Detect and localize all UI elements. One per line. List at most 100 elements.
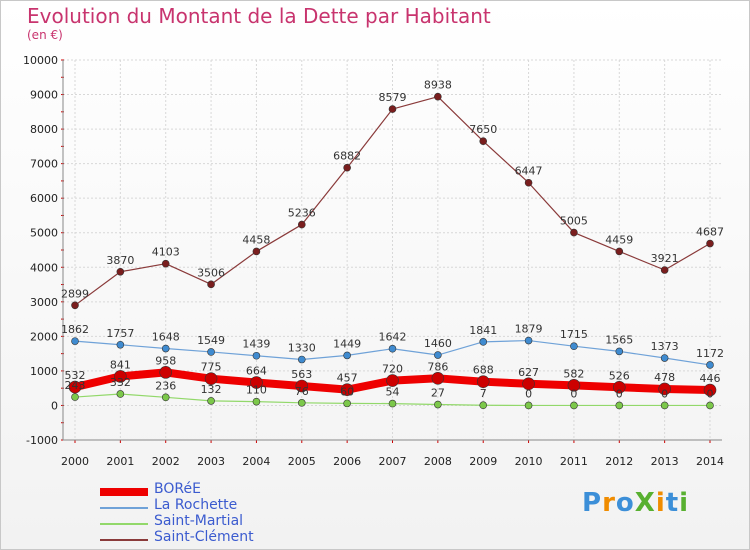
legend-swatch-saint-clement — [100, 539, 148, 541]
data-point — [570, 401, 578, 410]
data-point — [612, 380, 626, 394]
y-tick-label: -1000 — [26, 434, 58, 447]
data-point — [207, 280, 215, 289]
x-tick-label: 2002 — [152, 455, 180, 468]
data-label: 1439 — [242, 338, 270, 351]
data-point — [252, 247, 261, 256]
data-point — [252, 397, 261, 406]
data-point — [476, 375, 490, 388]
data-point — [388, 344, 397, 353]
data-label: 8938 — [424, 79, 452, 92]
x-tick-label: 2004 — [242, 455, 270, 468]
data-label: 27 — [431, 387, 445, 400]
data-label: 236 — [155, 379, 176, 392]
data-point — [116, 340, 125, 349]
data-point — [434, 92, 442, 101]
data-label: 1549 — [197, 334, 225, 347]
data-label: 5005 — [560, 215, 588, 228]
data-label: 8579 — [379, 91, 407, 104]
data-label: 841 — [110, 358, 131, 371]
data-label: 775 — [201, 361, 222, 374]
data-label: 526 — [609, 369, 630, 382]
data-label: 332 — [110, 376, 131, 389]
y-tick-label: 1000 — [30, 365, 58, 378]
data-label: 446 — [700, 372, 721, 385]
legend-swatch-la-rochette — [100, 507, 148, 509]
data-point — [252, 351, 261, 360]
x-tick-label: 2006 — [333, 455, 361, 468]
data-label: 1172 — [696, 347, 724, 360]
data-label: 7 — [480, 387, 487, 400]
x-tick-label: 2014 — [696, 455, 724, 468]
data-label: 1642 — [379, 331, 407, 344]
data-label: 60 — [340, 385, 354, 398]
data-point — [161, 393, 170, 402]
data-point — [524, 401, 533, 410]
data-point — [522, 377, 535, 391]
data-point — [658, 382, 671, 396]
data-label: 0 — [707, 387, 714, 400]
data-label: 0 — [616, 387, 623, 400]
data-point — [434, 351, 442, 359]
data-label: 1449 — [333, 337, 361, 350]
data-point — [159, 366, 173, 379]
y-tick-label: 10000 — [23, 54, 58, 67]
data-point — [706, 239, 714, 248]
data-point — [479, 338, 488, 346]
y-tick-label: 7000 — [30, 158, 58, 171]
data-point — [434, 400, 442, 409]
y-tick-label: 3000 — [30, 296, 58, 309]
data-point — [340, 383, 354, 396]
x-tick-label: 2005 — [288, 455, 316, 468]
chart-subtitle: (en €) — [27, 28, 63, 42]
data-label: 4458 — [242, 233, 270, 246]
legend-label-saint-clement: Saint-Clément — [154, 529, 254, 545]
data-label: 110 — [246, 384, 267, 397]
y-tick-label: 4000 — [30, 261, 58, 274]
data-point — [660, 354, 669, 362]
x-tick-label: 2009 — [469, 455, 497, 468]
data-label: 3506 — [197, 266, 225, 279]
data-label: 4459 — [605, 233, 633, 246]
chart-title: Evolution du Montant de la Dette par Hab… — [27, 4, 491, 28]
data-point — [570, 228, 578, 237]
data-label: 958 — [155, 354, 176, 367]
data-label: 0 — [661, 387, 668, 400]
x-tick-label: 2001 — [106, 455, 134, 468]
data-point — [161, 344, 170, 353]
data-point — [660, 401, 669, 410]
data-label: 457 — [337, 372, 358, 385]
logo-letter: i — [655, 488, 666, 518]
data-point — [615, 401, 624, 410]
logo-letter: X — [634, 488, 656, 518]
data-label: 243 — [65, 379, 86, 392]
proxiti-logo: ProXiti — [582, 488, 689, 518]
data-point — [297, 399, 306, 407]
data-label: 1862 — [61, 323, 89, 336]
data-point — [615, 347, 624, 356]
data-point — [703, 383, 717, 397]
legend-label-boree: BORéE — [154, 481, 201, 497]
data-label: 4103 — [152, 246, 180, 259]
data-label: 1715 — [560, 328, 588, 341]
data-point — [388, 399, 397, 408]
data-point — [297, 220, 306, 229]
data-label: 6882 — [333, 150, 361, 163]
data-point — [524, 178, 533, 187]
data-point — [207, 397, 215, 405]
y-tick-label: 6000 — [30, 192, 58, 205]
data-label: 1565 — [605, 333, 633, 346]
data-label: 1330 — [288, 342, 316, 355]
data-point — [71, 337, 79, 345]
data-point — [116, 267, 125, 276]
data-label: 7650 — [469, 123, 497, 136]
data-point — [567, 379, 581, 392]
data-label: 0 — [570, 387, 577, 400]
data-point — [479, 137, 488, 145]
data-label: 688 — [473, 364, 494, 377]
data-label: 3870 — [106, 254, 134, 267]
data-point — [343, 399, 351, 408]
data-point — [295, 379, 309, 393]
data-label: 5236 — [288, 207, 316, 220]
